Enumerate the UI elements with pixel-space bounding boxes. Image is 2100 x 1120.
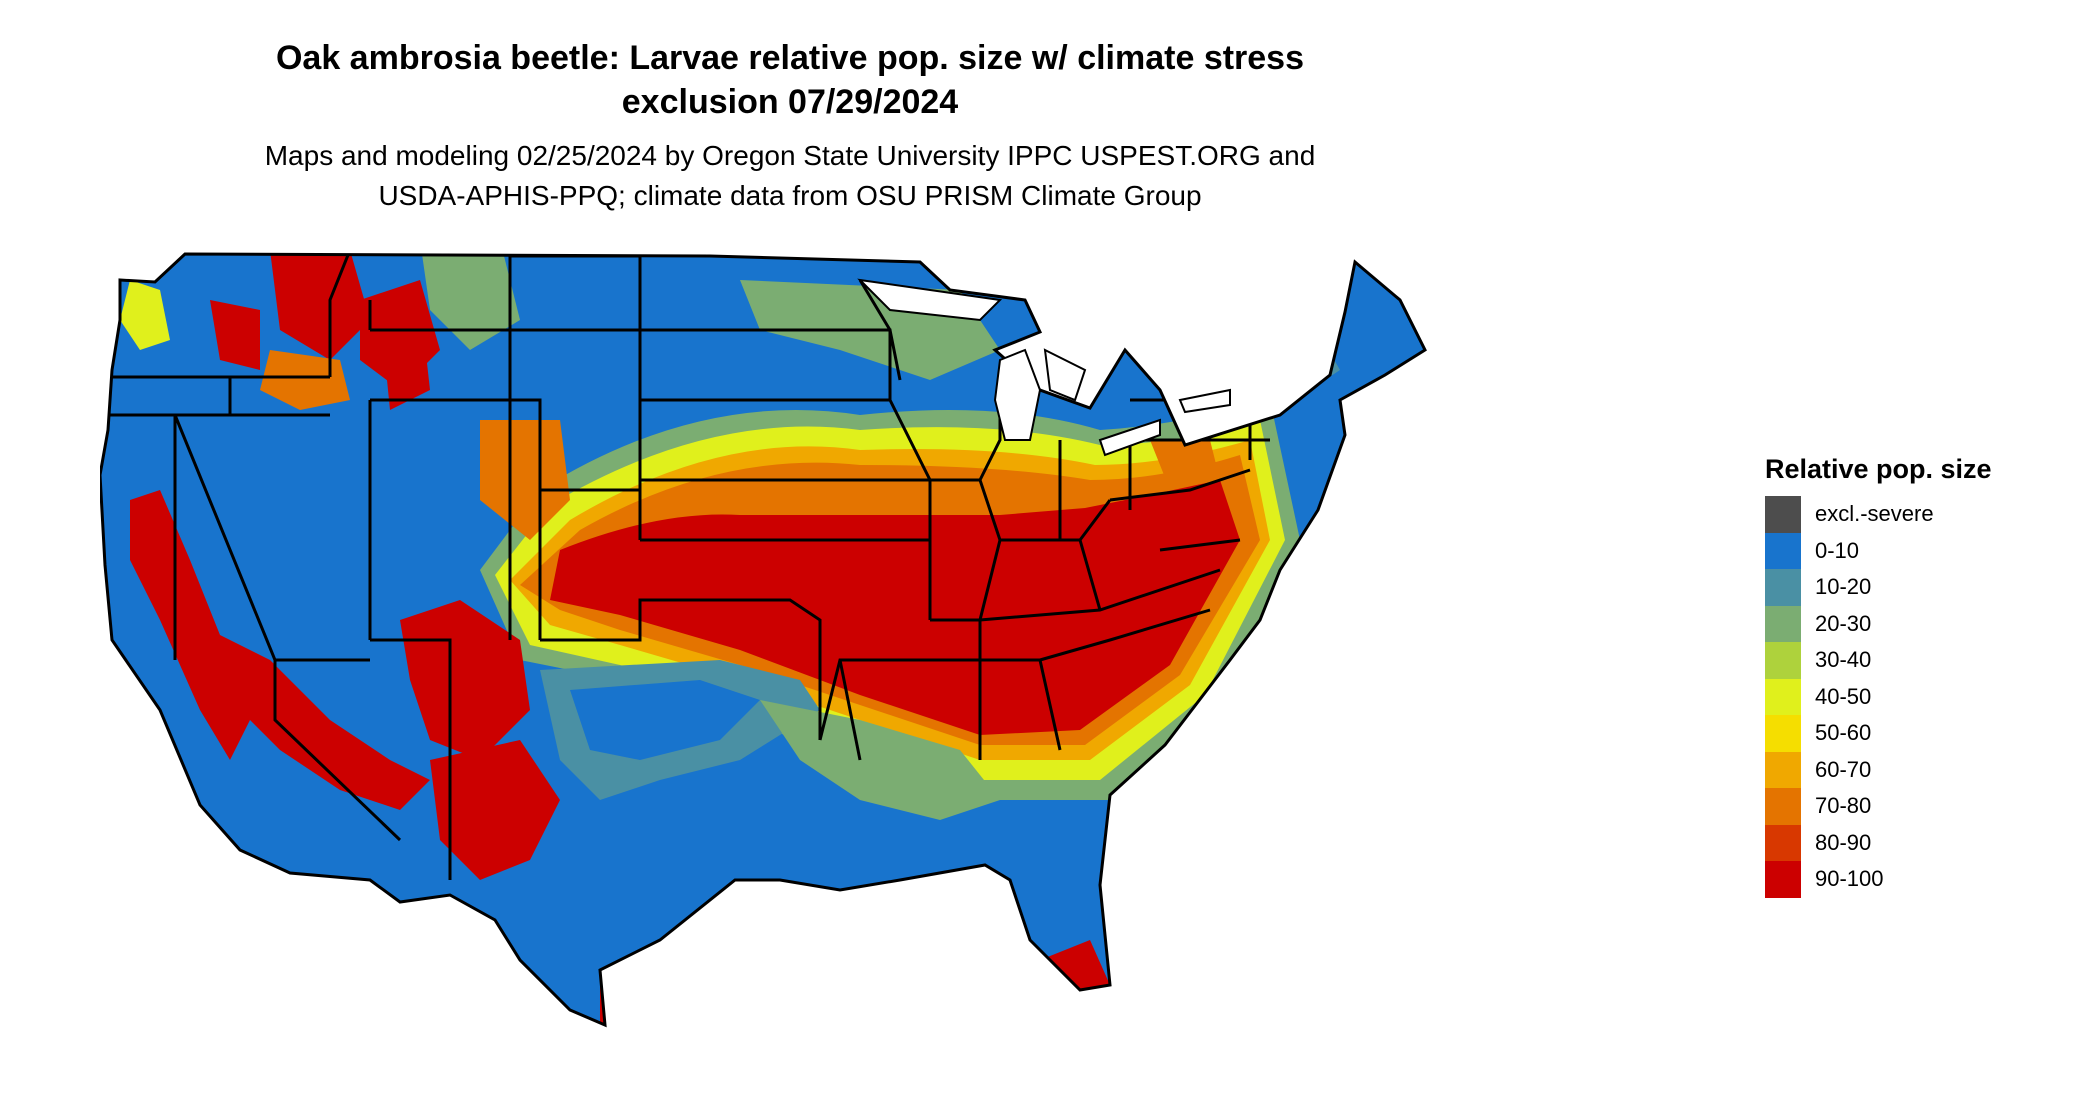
legend-swatch bbox=[1765, 678, 1801, 715]
legend-label: 20-30 bbox=[1815, 610, 1872, 636]
legend-swatch bbox=[1765, 715, 1801, 752]
map-title: Oak ambrosia beetle: Larvae relative pop… bbox=[0, 36, 1580, 124]
legend-label: 30-40 bbox=[1815, 647, 1872, 673]
legend-item: 80-90 bbox=[1765, 824, 2085, 861]
legend-rows: excl.-severe 0-10 10-20 20-30 30-40 40-50 50-6… bbox=[1765, 496, 2085, 898]
population-zones bbox=[120, 254, 1340, 1025]
legend-swatch bbox=[1765, 496, 1801, 533]
subtitle-line-1: Maps and modeling 02/25/2024 by Oregon S… bbox=[264, 140, 1316, 171]
legend-label: 10-20 bbox=[1815, 574, 1872, 600]
legend-swatch bbox=[1765, 751, 1801, 788]
legend-item: 10-20 bbox=[1765, 569, 2085, 606]
legend-item: 30-40 bbox=[1765, 642, 2085, 679]
legend-item: 90-100 bbox=[1765, 861, 2085, 898]
legend-title: Relative pop. size bbox=[1765, 454, 1992, 484]
us-outline bbox=[100, 252, 1427, 1028]
legend-swatch bbox=[1765, 788, 1801, 825]
legend-swatch bbox=[1765, 605, 1801, 642]
legend-label: 60-70 bbox=[1815, 756, 1872, 782]
us-map bbox=[100, 252, 1427, 1028]
legend-swatch bbox=[1765, 642, 1801, 679]
legend-item: 0-10 bbox=[1765, 532, 2085, 569]
legend-item: 70-80 bbox=[1765, 788, 2085, 825]
legend-label: 90-100 bbox=[1815, 866, 1884, 892]
legend: Relative pop. size excl.-severe 0-10 10-20… bbox=[1765, 452, 2085, 898]
subtitle-line-2: USDA-APHIS-PPQ; climate data from OSU PR… bbox=[378, 180, 1202, 211]
legend-item: 20-30 bbox=[1765, 605, 2085, 642]
legend-label: 80-90 bbox=[1815, 829, 1872, 855]
title-line-1: Oak ambrosia beetle: Larvae relative pop… bbox=[275, 39, 1305, 77]
legend-swatch bbox=[1765, 532, 1801, 569]
legend-label: 70-80 bbox=[1815, 793, 1872, 819]
legend-item: excl.-severe bbox=[1765, 496, 2085, 533]
legend-swatch bbox=[1765, 824, 1801, 861]
legend-item: 40-50 bbox=[1765, 678, 2085, 715]
title-line-2: exclusion 07/29/2024 bbox=[621, 83, 959, 121]
legend-label: 40-50 bbox=[1815, 683, 1872, 709]
legend-swatch bbox=[1765, 569, 1801, 606]
legend-item: 60-70 bbox=[1765, 751, 2085, 788]
legend-label: 50-60 bbox=[1815, 720, 1872, 746]
map-subtitle: Maps and modeling 02/25/2024 by Oregon S… bbox=[0, 136, 1580, 216]
legend-label: 0-10 bbox=[1815, 537, 1860, 563]
great-lakes bbox=[857, 278, 1231, 457]
legend-swatch bbox=[1765, 861, 1801, 898]
legend-item: 50-60 bbox=[1765, 715, 2085, 752]
legend-label: excl.-severe bbox=[1815, 501, 1934, 527]
